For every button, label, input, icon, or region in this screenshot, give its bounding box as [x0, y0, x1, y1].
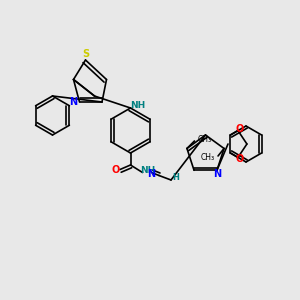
Text: S: S: [82, 49, 89, 59]
Text: NH: NH: [130, 101, 146, 110]
Text: N: N: [147, 169, 155, 179]
Text: O: O: [111, 164, 120, 175]
Text: NH: NH: [140, 166, 155, 175]
Text: O: O: [235, 154, 244, 164]
Text: N: N: [213, 169, 221, 179]
Text: CH₃: CH₃: [200, 153, 214, 162]
Text: H: H: [172, 173, 179, 182]
Text: O: O: [235, 124, 244, 134]
Text: CH₃: CH₃: [198, 135, 212, 144]
Text: N: N: [69, 97, 78, 107]
